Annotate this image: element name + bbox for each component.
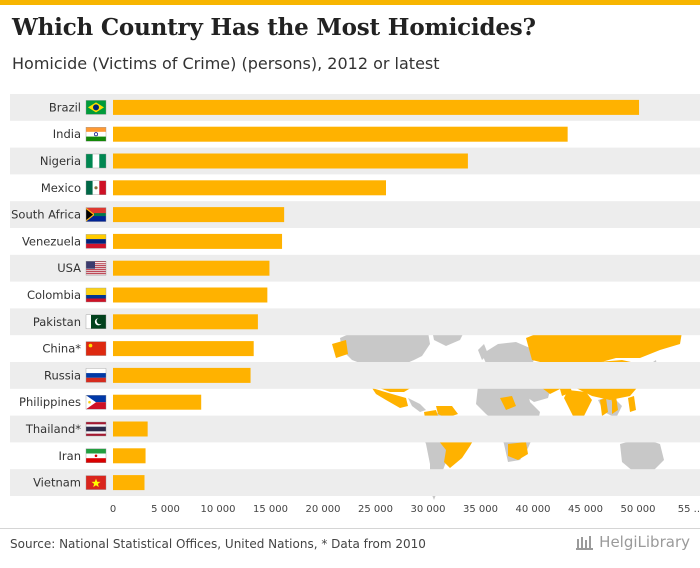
category-label: China* bbox=[42, 342, 81, 356]
top-accent-bar bbox=[0, 0, 700, 5]
x-tick-label: 45 000 bbox=[568, 504, 603, 515]
russia-flag-icon bbox=[85, 368, 107, 383]
south-africa-flag-icon bbox=[85, 207, 107, 222]
source-note: Source: National Statistical Offices, Un… bbox=[10, 537, 426, 551]
brand-logo[interactable]: HelgiLibrary bbox=[576, 533, 690, 551]
map-thailand bbox=[600, 398, 608, 416]
x-axis: 0 5 000 10 000 15 000 20 000 25 000 30 000 35 0… bbox=[110, 504, 700, 515]
x-tick-label: 25 000 bbox=[358, 504, 393, 515]
category-label: Mexico bbox=[41, 181, 81, 195]
category-label: Venezuela bbox=[22, 234, 81, 248]
pakistan-flag-icon bbox=[85, 314, 107, 330]
bar bbox=[113, 233, 283, 249]
thailand-flag-icon bbox=[85, 421, 107, 437]
map-uk bbox=[478, 344, 488, 360]
category-label: Brazil bbox=[49, 100, 81, 114]
bar bbox=[113, 341, 254, 357]
bar bbox=[113, 99, 640, 115]
india-flag-icon bbox=[85, 127, 107, 142]
map-mexico bbox=[372, 388, 408, 408]
china-flag-icon bbox=[85, 341, 107, 356]
bar bbox=[113, 367, 251, 383]
map-nigeria bbox=[500, 396, 516, 410]
map-philippines bbox=[628, 396, 636, 412]
x-tick-label: 15 000 bbox=[253, 504, 288, 515]
x-tick-label: 55 ... bbox=[678, 504, 700, 515]
x-tick-label: 0 bbox=[110, 504, 116, 515]
footer-divider bbox=[0, 528, 700, 529]
category-label: Iran bbox=[59, 449, 81, 463]
vietnam-flag-icon bbox=[85, 475, 107, 490]
map-vietnam bbox=[610, 394, 618, 414]
usa-flag-icon bbox=[85, 260, 107, 276]
map-south-africa bbox=[508, 442, 528, 460]
category-label: Russia bbox=[44, 368, 81, 382]
chart-title: Which Country Has the Most Homicides? bbox=[12, 14, 536, 41]
category-label: USA bbox=[57, 261, 81, 275]
category-label: South Africa bbox=[11, 208, 81, 222]
x-tick-label: 20 000 bbox=[306, 504, 341, 515]
category-label: Colombia bbox=[27, 288, 81, 302]
brand-name: HelgiLibrary bbox=[599, 533, 690, 551]
library-icon bbox=[576, 536, 594, 550]
bar bbox=[113, 260, 270, 276]
x-tick-label: 35 000 bbox=[463, 504, 498, 515]
brazil-flag-icon bbox=[85, 100, 107, 115]
bar bbox=[113, 448, 146, 464]
chart: Brazil India Nigeria Mexico South Africa Vene… bbox=[10, 94, 700, 515]
x-tick-label: 10 000 bbox=[201, 504, 236, 515]
category-label: Philippines bbox=[19, 395, 81, 409]
mexico-flag-icon bbox=[85, 180, 107, 196]
category-label: India bbox=[53, 127, 81, 141]
x-tick-label: 5 000 bbox=[151, 504, 180, 515]
chart-rows: Brazil India Nigeria Mexico South Africa Vene… bbox=[10, 94, 700, 496]
category-label: Pakistan bbox=[33, 315, 81, 329]
bar bbox=[113, 153, 468, 169]
category-label: Nigeria bbox=[40, 154, 81, 168]
chart-subtitle: Homicide (Victims of Crime) (persons), 2… bbox=[12, 54, 440, 73]
map-central-america bbox=[408, 398, 426, 412]
map-india bbox=[564, 390, 592, 422]
philippines-flag-icon bbox=[85, 395, 107, 410]
bar bbox=[113, 421, 148, 437]
bar bbox=[113, 126, 568, 142]
map-alaska bbox=[332, 340, 348, 358]
map-australia bbox=[620, 438, 664, 472]
x-tick-label: 40 000 bbox=[516, 504, 551, 515]
bar bbox=[113, 180, 386, 196]
bar bbox=[113, 314, 258, 330]
bar bbox=[113, 475, 145, 491]
nigeria-flag-icon bbox=[85, 153, 107, 169]
x-tick-label: 50 000 bbox=[621, 504, 656, 515]
map-venezuela bbox=[436, 406, 458, 418]
x-tick-label: 30 000 bbox=[411, 504, 446, 515]
venezuela-flag-icon bbox=[85, 234, 107, 249]
category-label: Vietnam bbox=[33, 476, 81, 490]
colombia-flag-icon bbox=[85, 287, 107, 303]
bar bbox=[113, 394, 202, 410]
category-label: Thailand* bbox=[25, 422, 81, 436]
bar bbox=[113, 207, 285, 223]
iran-flag-icon bbox=[85, 448, 107, 463]
bar bbox=[113, 287, 268, 303]
